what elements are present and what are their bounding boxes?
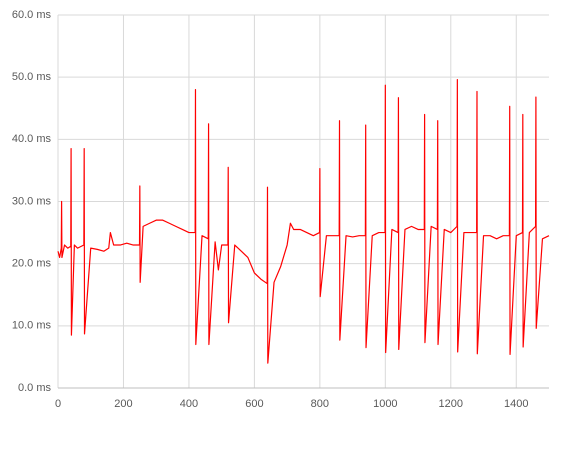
x-tick-label: 200	[114, 398, 132, 410]
data-line	[57, 79, 550, 364]
x-tick-label: 400	[180, 398, 198, 410]
y-tick-label: 60.0 ms	[12, 9, 52, 21]
y-tick-label: 40.0 ms	[12, 133, 52, 145]
y-tick-label: 10.0 ms	[12, 320, 52, 332]
y-tick-label: 50.0 ms	[12, 71, 52, 83]
x-tick-label: 1400	[504, 398, 528, 410]
y-tick-label: 20.0 ms	[12, 258, 52, 270]
x-tick-label: 1200	[439, 398, 463, 410]
x-tick-label: 600	[245, 398, 263, 410]
x-tick-label: 0	[55, 398, 61, 410]
y-tick-label: 30.0 ms	[12, 195, 52, 207]
x-tick-label: 1000	[373, 398, 397, 410]
x-tick-label: 800	[311, 398, 329, 410]
y-tick-label: 0.0 ms	[18, 382, 52, 394]
